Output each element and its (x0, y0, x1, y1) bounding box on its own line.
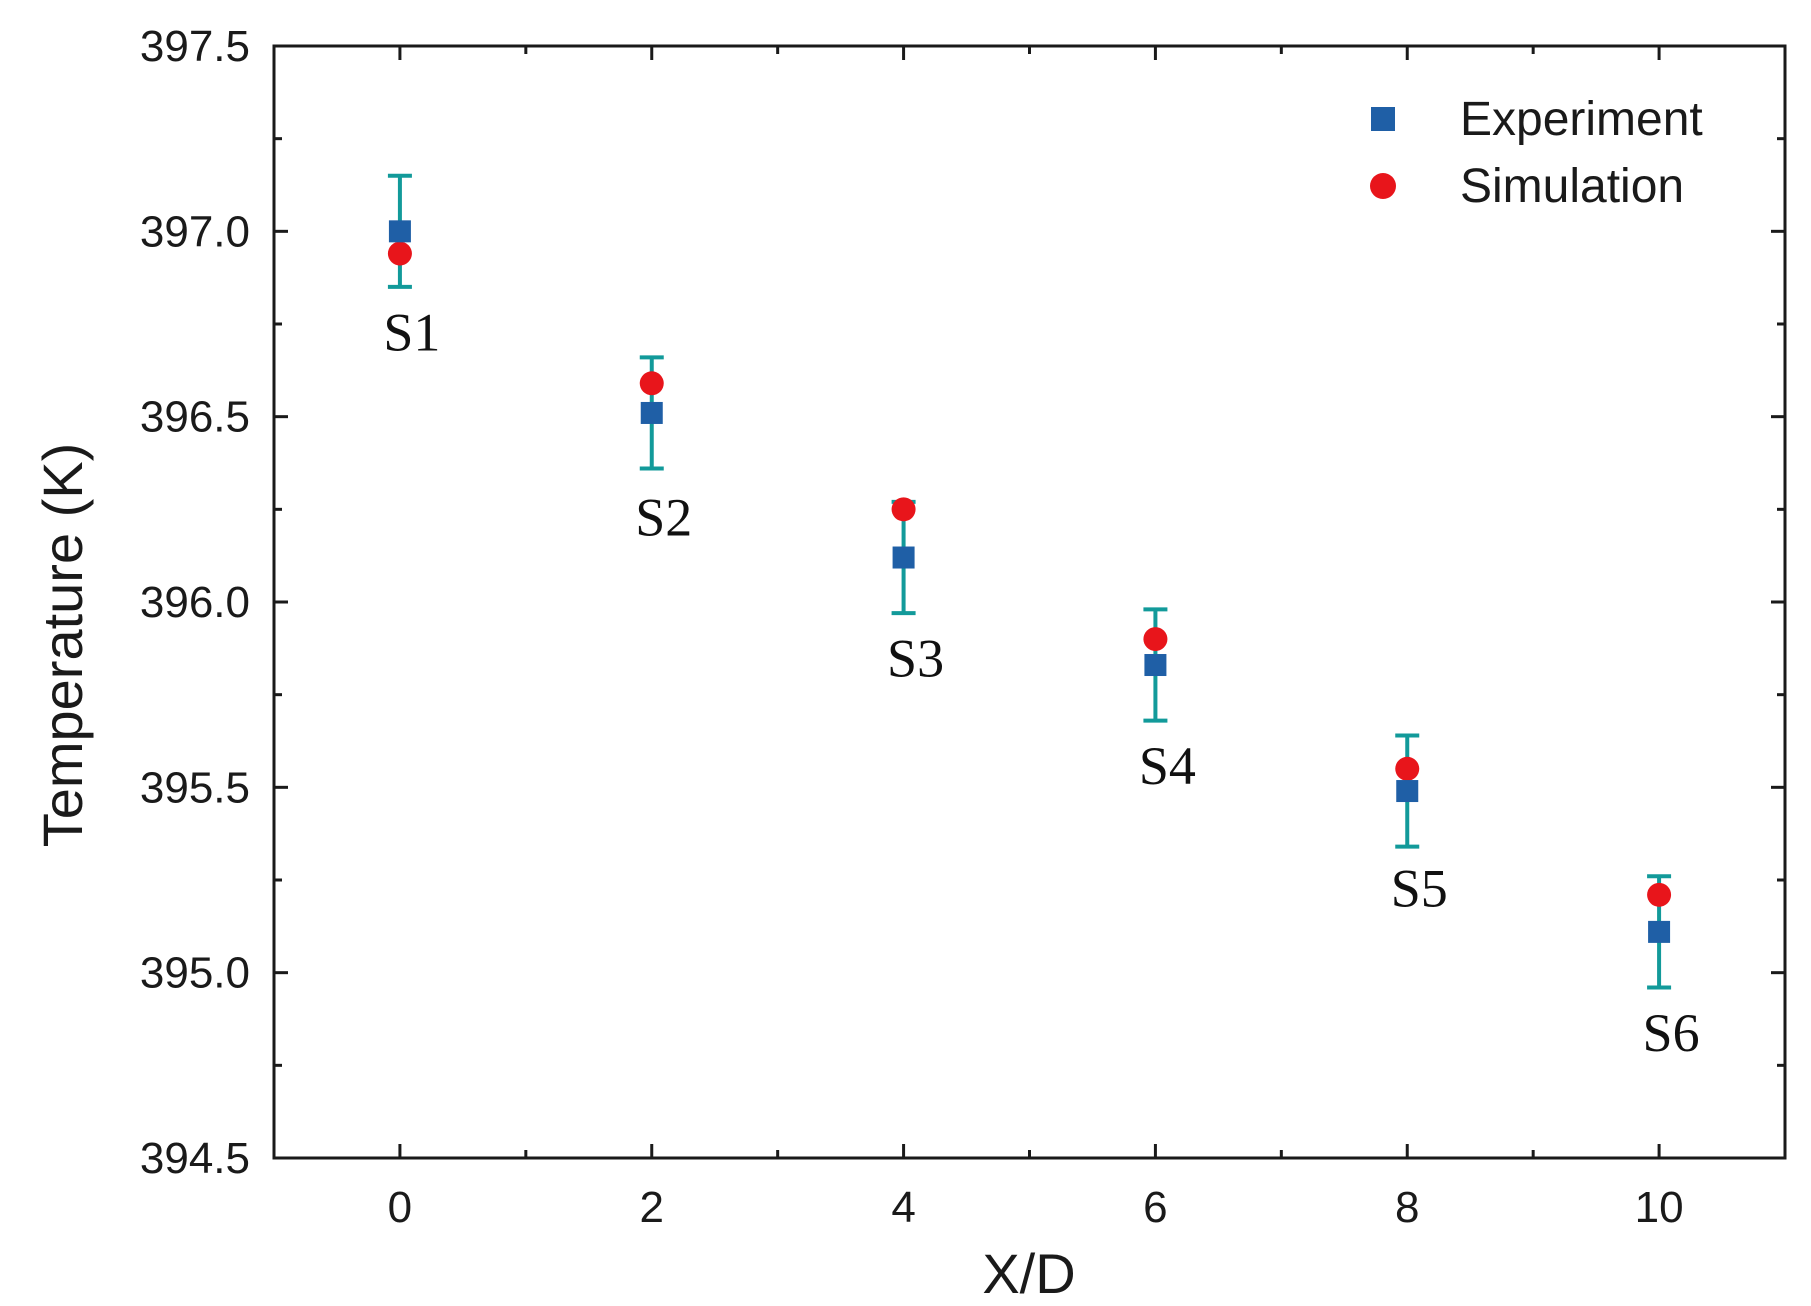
legend-simulation-label: Simulation (1460, 160, 1684, 213)
y-tick-label: 395.0 (140, 949, 250, 998)
y-tick-label: 397.0 (140, 207, 250, 256)
y-tick-label: 396.0 (140, 578, 250, 627)
y-tick-label: 394.5 (140, 1134, 250, 1183)
simulation-point (1143, 627, 1168, 652)
simulation-point (387, 241, 412, 266)
point-label: S4 (1139, 736, 1196, 796)
x-tick-label: 10 (1635, 1183, 1684, 1232)
experiment-point (1648, 920, 1671, 943)
experiment-point (892, 546, 915, 569)
experiment-point (1144, 654, 1167, 677)
y-tick-label: 396.5 (140, 393, 250, 442)
x-tick-label: 8 (1395, 1183, 1419, 1232)
x-axis-title: X/D (982, 1242, 1075, 1305)
x-tick-label: 0 (388, 1183, 412, 1232)
simulation-point (891, 497, 916, 522)
experiment-point (388, 220, 411, 243)
y-tick-label: 397.5 (140, 22, 250, 71)
point-label: S6 (1643, 1003, 1700, 1063)
legend-experiment-label: Experiment (1460, 93, 1703, 146)
point-label: S1 (383, 302, 440, 362)
y-axis-title: Temperature (K) (31, 443, 94, 848)
point-label: S5 (1391, 858, 1448, 918)
x-tick-label: 4 (891, 1183, 915, 1232)
point-label: S2 (635, 488, 692, 548)
simulation-point (1647, 882, 1672, 907)
x-tick-label: 2 (640, 1183, 664, 1232)
legend: Experiment Simulation (1370, 93, 1703, 213)
legend-experiment-marker (1371, 107, 1395, 131)
data-markers (387, 220, 1672, 943)
simulation-point (639, 371, 664, 396)
simulation-point (1395, 756, 1420, 781)
point-labels: S1 S2 S3 S4 S5 S6 (383, 302, 1699, 1063)
axes-layer: 0 2 4 6 8 10 394.5 395.0 395.5 396.0 396.5 397.0 397… (140, 22, 1787, 1232)
y-tick-label: 395.5 (140, 763, 250, 812)
experiment-point (640, 401, 663, 424)
point-label: S3 (887, 629, 944, 689)
x-tick-label: 6 (1143, 1183, 1167, 1232)
experiment-point (1396, 780, 1419, 803)
legend-simulation-marker (1370, 173, 1396, 199)
